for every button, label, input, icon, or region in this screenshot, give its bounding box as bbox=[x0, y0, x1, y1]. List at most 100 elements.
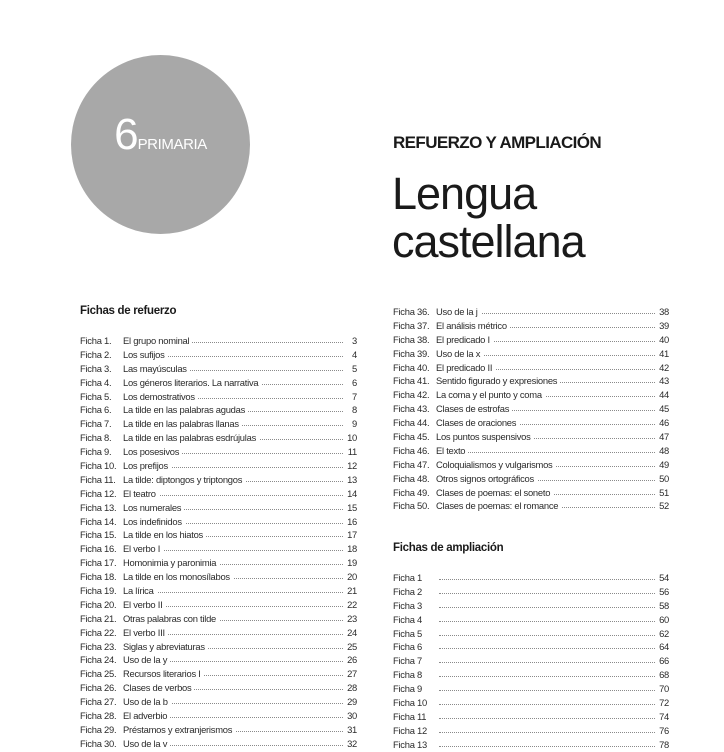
toc-entry-page: 38 bbox=[659, 306, 669, 317]
grade-number: 6 bbox=[114, 110, 139, 159]
toc-entry-page: 16 bbox=[347, 515, 357, 527]
toc-entry: Ficha 20. El verbo II 22 bbox=[80, 597, 357, 612]
toc-entry-page: 76 bbox=[659, 724, 669, 736]
toc-entry-leader bbox=[436, 354, 655, 356]
toc-entry: Ficha 7 66 bbox=[393, 654, 669, 668]
grade-badge-text: 6PRIMARIA bbox=[71, 113, 250, 157]
toc-entry-page: 68 bbox=[659, 669, 669, 681]
toc-entry-title: Clases de estrofas bbox=[436, 402, 513, 417]
toc-entry: Ficha 37. El análisis métrico 39 bbox=[393, 318, 669, 333]
toc-entry: Ficha 18. La tilde en los monosílabos 20 bbox=[80, 570, 357, 585]
toc-entry-ficha: Ficha 14. bbox=[80, 515, 117, 527]
toc-entry-leader bbox=[439, 620, 655, 622]
toc-entry: Ficha 23. Siglas y abreviaturas 25 bbox=[80, 639, 357, 654]
toc-entry: Ficha 44. Clases de oraciones 46 bbox=[393, 416, 669, 431]
toc-entry: Ficha 41. Sentido figurado y expresiones 4… bbox=[393, 374, 669, 389]
toc-entry-leader bbox=[123, 633, 343, 635]
toc-entry-leader bbox=[439, 592, 655, 594]
toc-entry-ficha: Ficha 9. bbox=[80, 446, 112, 458]
toc-entry: Ficha 38. El predicado I 40 bbox=[393, 332, 669, 347]
toc-entry-ficha: Ficha 15. bbox=[80, 529, 117, 541]
toc-entry-leader bbox=[123, 453, 343, 455]
toc-entry-ficha: Ficha 7 bbox=[393, 655, 422, 667]
toc-entry: Ficha 6 64 bbox=[393, 640, 669, 654]
toc-entry-leader bbox=[439, 606, 655, 608]
toc-entry-leader bbox=[436, 479, 655, 481]
toc-entry-ficha: Ficha 43. bbox=[393, 403, 430, 415]
refuerzo-toc-left: Ficha 1. El grupo nominal 3 Ficha 2. Los suf… bbox=[80, 334, 357, 751]
toc-entry-title: Los géneros literarios. La narrativa bbox=[123, 375, 262, 390]
toc-entry: Ficha 26. Clases de verbos 28 bbox=[80, 681, 357, 696]
toc-entry-page: 15 bbox=[347, 501, 357, 513]
toc-entry-ficha: Ficha 17. bbox=[80, 557, 117, 569]
toc-entry-ficha: Ficha 7. bbox=[80, 418, 112, 430]
toc-entry: Ficha 16. El verbo I 18 bbox=[80, 542, 357, 557]
refuerzo-heading: Fichas de refuerzo bbox=[80, 305, 177, 317]
toc-entry-title: La tilde en las palabras agudas bbox=[123, 403, 249, 418]
toc-entry: Ficha 10 72 bbox=[393, 696, 669, 710]
toc-entry: Ficha 47. Coloquialismos y vulgarismos 49 bbox=[393, 457, 669, 472]
toc-entry-leader bbox=[436, 340, 655, 342]
toc-entry-page: 43 bbox=[659, 375, 669, 387]
toc-entry: Ficha 2. Los sufijos 4 bbox=[80, 347, 357, 362]
toc-entry-leader bbox=[439, 676, 655, 678]
toc-entry-leader bbox=[123, 717, 343, 719]
toc-entry: Ficha 12 76 bbox=[393, 724, 669, 738]
toc-entry-ficha: Ficha 9 bbox=[393, 683, 422, 695]
toc-entry-ficha: Ficha 49. bbox=[393, 486, 430, 498]
toc-entry-leader bbox=[436, 438, 655, 440]
toc-entry-page: 31 bbox=[347, 723, 357, 735]
toc-entry-leader bbox=[123, 397, 343, 399]
toc-entry-ficha: Ficha 29. bbox=[80, 723, 117, 735]
series-title: REFUERZO Y AMPLIACIÓN bbox=[393, 133, 602, 152]
toc-entry: Ficha 17. Homonimia y paronimia 19 bbox=[80, 556, 357, 571]
toc-entry-title: Homonimia y paronimia bbox=[123, 556, 220, 571]
toc-entry: Ficha 3. Las mayúsculas 5 bbox=[80, 361, 357, 376]
toc-entry-leader bbox=[436, 326, 655, 328]
toc-entry: Ficha 5 62 bbox=[393, 627, 669, 641]
toc-entry: Ficha 13 78 bbox=[393, 738, 669, 752]
toc-entry-leader bbox=[439, 717, 655, 719]
toc-entry-title: La tilde en las palabras esdrújulas bbox=[123, 431, 260, 446]
toc-entry-leader bbox=[436, 396, 655, 398]
toc-entry: Ficha 13. Los numerales 15 bbox=[80, 500, 357, 515]
toc-entry-title: El teatro bbox=[123, 486, 159, 501]
toc-entry-leader bbox=[123, 564, 343, 566]
toc-entry-title: El predicado I bbox=[436, 332, 493, 347]
toc-entry-ficha: Ficha 45. bbox=[393, 431, 430, 443]
toc-entry-ficha: Ficha 3. bbox=[80, 362, 112, 374]
toc-entry-page: 25 bbox=[347, 640, 357, 652]
toc-entry-ficha: Ficha 22. bbox=[80, 626, 117, 638]
toc-entry-ficha: Ficha 50. bbox=[393, 500, 430, 512]
toc-entry-page: 6 bbox=[352, 376, 357, 388]
toc-entry-title: Uso de la y bbox=[123, 653, 171, 668]
toc-entry: Ficha 9. Los posesivos 11 bbox=[80, 445, 357, 460]
toc-entry-ficha: Ficha 4. bbox=[80, 376, 112, 388]
toc-entry-title: El grupo nominal bbox=[123, 334, 193, 348]
toc-entry-leader bbox=[439, 579, 655, 580]
refuerzo-toc-right: Ficha 36. Uso de la j 38 Ficha 37. El anális… bbox=[393, 305, 669, 514]
toc-entry-ficha: Ficha 4 bbox=[393, 613, 422, 625]
toc-entry-title: Los posesivos bbox=[123, 445, 183, 460]
toc-entry-leader bbox=[123, 744, 343, 746]
toc-entry-leader bbox=[436, 368, 655, 370]
toc-entry-page: 45 bbox=[659, 403, 669, 415]
toc-entry-page: 27 bbox=[347, 668, 357, 680]
toc-entry-leader bbox=[123, 508, 343, 510]
toc-entry-ficha: Ficha 11 bbox=[393, 710, 427, 722]
toc-entry-ficha: Ficha 2 bbox=[393, 585, 422, 597]
toc-entry: Ficha 50. Clases de poemas: el romance 52 bbox=[393, 499, 669, 514]
toc-entry-ficha: Ficha 23. bbox=[80, 640, 117, 652]
toc-entry: Ficha 4. Los géneros literarios. La narra… bbox=[80, 375, 357, 390]
toc-entry-page: 74 bbox=[659, 710, 669, 722]
toc-entry-ficha: Ficha 41. bbox=[393, 375, 430, 387]
toc-entry-ficha: Ficha 5 bbox=[393, 627, 422, 639]
toc-entry-title: Los sufijos bbox=[123, 347, 168, 362]
toc-entry: Ficha 27. Uso de la b 29 bbox=[80, 695, 357, 710]
toc-entry: Ficha 25. Recursos literarios I 27 bbox=[80, 667, 357, 682]
toc-entry-ficha: Ficha 18. bbox=[80, 571, 117, 583]
toc-entry-page: 22 bbox=[347, 598, 357, 610]
toc-entry-page: 4 bbox=[352, 348, 357, 360]
toc-entry-page: 3 bbox=[352, 335, 357, 346]
toc-entry-ficha: Ficha 12 bbox=[393, 724, 427, 736]
